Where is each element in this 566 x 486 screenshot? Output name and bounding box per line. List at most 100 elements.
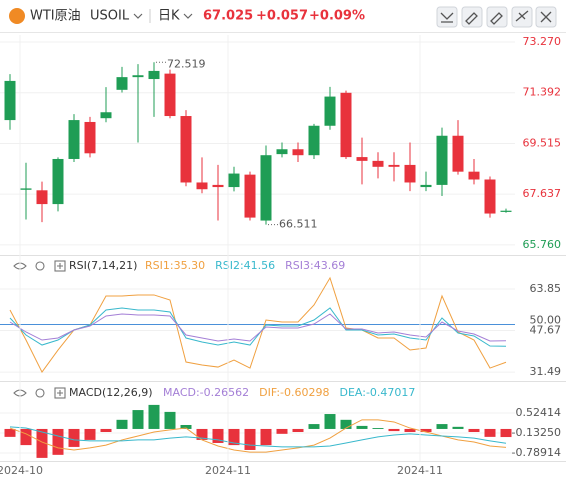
histogram-bar	[4, 428, 16, 437]
symbol-logo	[9, 8, 25, 24]
histogram-bar	[212, 428, 224, 443]
tool-button[interactable]	[461, 6, 483, 28]
legend-entry: RSI3:43.69	[285, 259, 345, 272]
histogram-bar	[164, 411, 176, 429]
histogram-bar	[148, 404, 160, 429]
candle-body	[308, 125, 320, 156]
x-tick-label: 2024-10	[0, 464, 43, 477]
candle-body	[84, 121, 96, 154]
add-icon	[57, 263, 63, 269]
candle-body	[196, 182, 208, 190]
candle-body	[500, 210, 512, 212]
histogram-bar	[68, 428, 80, 447]
histogram-bar	[420, 428, 432, 433]
change: +0.057	[256, 9, 308, 24]
dropdown-arrow[interactable]	[133, 13, 143, 19]
histogram-bar	[308, 424, 320, 429]
x-tick-label: 2024-11	[205, 464, 251, 477]
tool-button[interactable]	[486, 6, 508, 28]
candle-body	[372, 160, 384, 167]
add-icon[interactable]	[54, 260, 66, 272]
y-tick-label: 65.760	[523, 238, 562, 251]
toolbar-icons	[440, 10, 552, 25]
candle-body	[324, 96, 336, 126]
histogram-bar	[388, 428, 400, 432]
histogram-bar	[292, 428, 304, 433]
y-tick-label: 73.270	[523, 35, 562, 48]
candle-body	[292, 149, 304, 156]
histogram-bar	[100, 428, 112, 433]
candle-body	[180, 116, 192, 183]
histogram-bar	[52, 428, 64, 455]
eye-icon[interactable]	[13, 389, 27, 397]
histogram-bar	[340, 419, 352, 429]
histogram-bar	[356, 425, 368, 429]
histogram-bar	[276, 428, 288, 434]
histogram-bar	[20, 428, 32, 446]
y-tick-label: 0.52414	[516, 406, 562, 419]
gear-icon[interactable]	[35, 388, 45, 398]
histogram-bar	[324, 414, 336, 429]
icon	[465, 12, 478, 25]
gear-icon[interactable]	[35, 261, 45, 271]
x-tick-label: 2024-11	[397, 464, 443, 477]
icon	[540, 11, 552, 23]
indicator-title: MACD(12,26,9)	[69, 386, 153, 399]
tool-button[interactable]	[436, 6, 458, 28]
candle-body	[4, 80, 16, 121]
candle-body	[356, 157, 368, 161]
dropdown-arrow[interactable]	[183, 13, 193, 19]
candle-body	[100, 112, 112, 119]
panel-icons	[13, 260, 66, 399]
histogram-bar	[116, 419, 128, 429]
y-tick-label: 71.392	[523, 86, 562, 99]
price: 67.025	[203, 9, 253, 24]
legend-entry: DEA:-0.47017	[340, 386, 416, 399]
candle-body	[436, 135, 448, 185]
add-icon[interactable]	[54, 387, 66, 399]
indicator-line	[9, 313, 507, 342]
symbol-name[interactable]: WTI原油	[30, 9, 81, 24]
indicator-line	[9, 419, 507, 453]
candle-body	[404, 164, 416, 183]
histogram-bar	[36, 428, 48, 458]
high-label: 72.519	[167, 57, 206, 70]
candle-body	[228, 173, 240, 188]
icon	[440, 12, 454, 23]
y-tick-label: 47.67	[530, 324, 562, 337]
histogram-bar	[180, 424, 192, 429]
histogram-bar	[260, 428, 272, 446]
histogram-bar	[372, 428, 384, 429]
histogram-bar	[404, 428, 416, 433]
eye-icon[interactable]	[13, 262, 27, 270]
tool-button[interactable]	[511, 6, 533, 28]
y-tick-label: -0.78914	[512, 446, 561, 459]
histogram-bar	[452, 426, 464, 429]
icon	[490, 12, 503, 25]
y-tick-label: 67.637	[523, 187, 562, 200]
candle-body	[52, 158, 64, 205]
histogram-bar	[228, 428, 240, 446]
period[interactable]: 日K	[158, 9, 180, 24]
candle-body	[68, 120, 80, 159]
legend-entry: DIF:-0.60298	[259, 386, 329, 399]
histogram-bar	[484, 428, 496, 437]
candle-body	[468, 171, 480, 180]
histogram-bar	[436, 424, 448, 429]
indicator-line	[9, 426, 507, 448]
histogram-bar	[500, 428, 512, 438]
candle-body	[388, 164, 400, 167]
y-tick-label: 69.515	[523, 136, 562, 149]
candle-body	[164, 73, 176, 117]
candle-body	[420, 184, 432, 188]
change-pct: +0.09%	[309, 9, 365, 24]
candle-body	[36, 190, 48, 205]
indicator-title: RSI(7,14,21)	[69, 259, 137, 272]
y-tick-label: 31.49	[530, 365, 562, 378]
candle-body	[276, 149, 288, 155]
low-label: 66.511	[279, 218, 318, 231]
histogram-bar	[132, 410, 144, 429]
